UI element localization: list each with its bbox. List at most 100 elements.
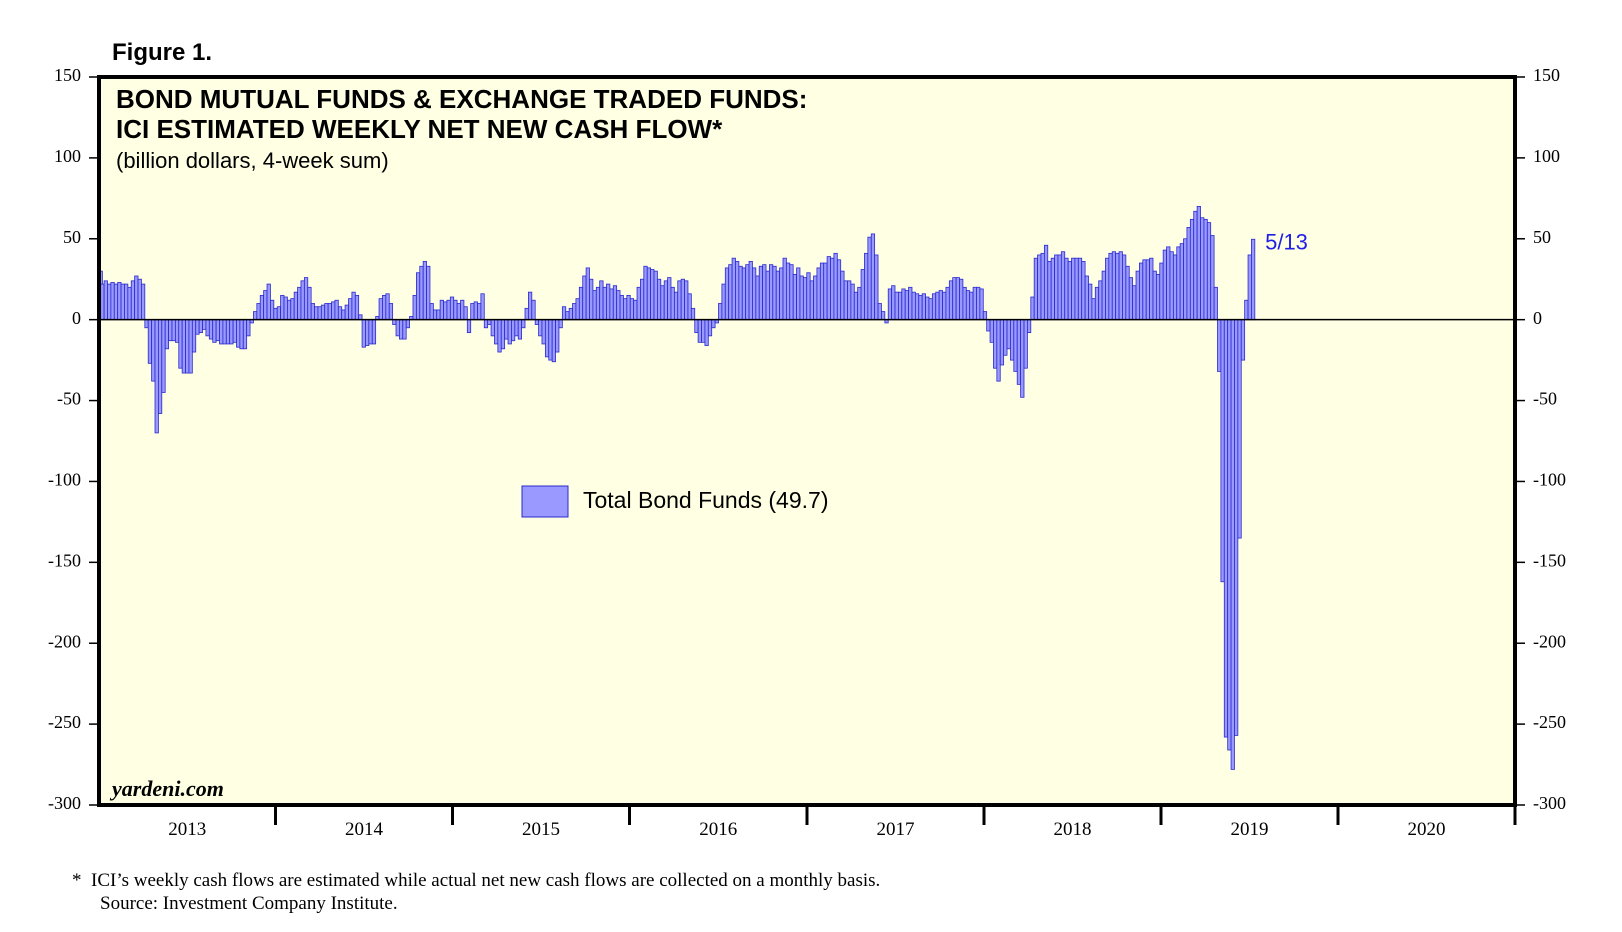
bar (955, 277, 960, 321)
bar (606, 283, 611, 321)
bar (1145, 259, 1150, 321)
bar (623, 298, 628, 321)
bar (1149, 257, 1154, 321)
legend-label: Total Bond Funds (49.7) (583, 487, 828, 513)
bar (782, 257, 787, 321)
bar (544, 319, 550, 358)
figure-label: Figure 1. (112, 39, 212, 66)
bar (592, 290, 597, 321)
bar (198, 319, 203, 334)
bar (989, 319, 994, 343)
x-tick-label: 2016 (699, 819, 737, 840)
bar (599, 280, 604, 321)
bar (483, 319, 489, 329)
bar (826, 256, 831, 321)
y-tick-label: 150 (54, 65, 81, 85)
bar (541, 319, 546, 345)
bar (1030, 296, 1035, 321)
bar (239, 319, 244, 350)
bar (385, 293, 390, 321)
y-tick-label: -300 (48, 793, 81, 813)
bar (103, 280, 108, 321)
bar (565, 311, 570, 321)
bar (911, 291, 916, 321)
bar (701, 319, 706, 343)
footnote-source: Source: Investment Company Institute. (100, 893, 398, 914)
bar (477, 303, 482, 321)
bar (528, 291, 533, 321)
bar (1043, 244, 1049, 321)
bar (582, 275, 587, 321)
bar (504, 319, 509, 340)
bar (147, 319, 153, 364)
bar (283, 296, 288, 321)
y-tick-label: -50 (1533, 389, 1557, 409)
y-tick-label: -100 (48, 470, 81, 490)
bar (619, 294, 624, 321)
bar (677, 280, 682, 321)
bar (867, 236, 872, 321)
bar (976, 286, 981, 321)
y-tick-label: -250 (1533, 712, 1566, 732)
bar (341, 309, 346, 321)
bar (378, 298, 383, 321)
bar (480, 293, 485, 321)
x-axis: 2013 2014 2015 2016 2017 2018 2019 2020 (168, 805, 1517, 840)
bar (154, 319, 159, 434)
bar (365, 319, 370, 346)
bar (904, 290, 909, 321)
bar (514, 319, 519, 337)
bar (758, 265, 764, 321)
bar (1084, 275, 1089, 321)
bar (1132, 285, 1137, 321)
bar (388, 303, 394, 321)
bar (297, 286, 302, 321)
bar (1037, 254, 1042, 321)
bar (259, 294, 265, 321)
bar (589, 278, 594, 321)
bar (270, 299, 275, 321)
bar (331, 301, 336, 321)
bar (745, 264, 750, 321)
bar (840, 270, 845, 321)
bar (1139, 262, 1144, 321)
bar (762, 264, 767, 321)
bar (1111, 251, 1117, 321)
bar (161, 319, 166, 393)
bar (337, 306, 343, 321)
bar (636, 286, 641, 321)
bar (1098, 280, 1103, 321)
bar (1054, 254, 1059, 321)
bar (395, 319, 400, 337)
bar (212, 319, 217, 343)
watermark: yardeni.com (109, 776, 224, 801)
bar (1234, 319, 1239, 736)
footnote-line1: * ICI’s weekly cash flows are estimated … (72, 870, 880, 891)
bar (1210, 235, 1215, 321)
bar (368, 319, 373, 345)
bar (1206, 222, 1212, 321)
bar (219, 319, 224, 345)
x-tick-label: 2020 (1408, 819, 1446, 840)
bar (629, 298, 635, 321)
bar (286, 299, 292, 321)
bar (752, 267, 757, 321)
bar (432, 309, 438, 321)
bar (731, 257, 736, 321)
bar (942, 291, 947, 321)
bar (1105, 257, 1110, 321)
bar (1203, 218, 1208, 321)
bar (1108, 252, 1113, 321)
bar (1142, 259, 1147, 321)
plot-background (99, 77, 1515, 805)
bar (500, 319, 506, 350)
y-axis-left: 150 100 50 0 -50 -100 -150 -200 -250 -300 (48, 65, 99, 813)
bar (303, 277, 309, 321)
bar (901, 288, 906, 321)
bar (1152, 270, 1157, 321)
bar (853, 291, 859, 321)
bar (1077, 257, 1083, 321)
bar (412, 294, 417, 321)
bar (1217, 319, 1222, 372)
bar (959, 278, 964, 321)
